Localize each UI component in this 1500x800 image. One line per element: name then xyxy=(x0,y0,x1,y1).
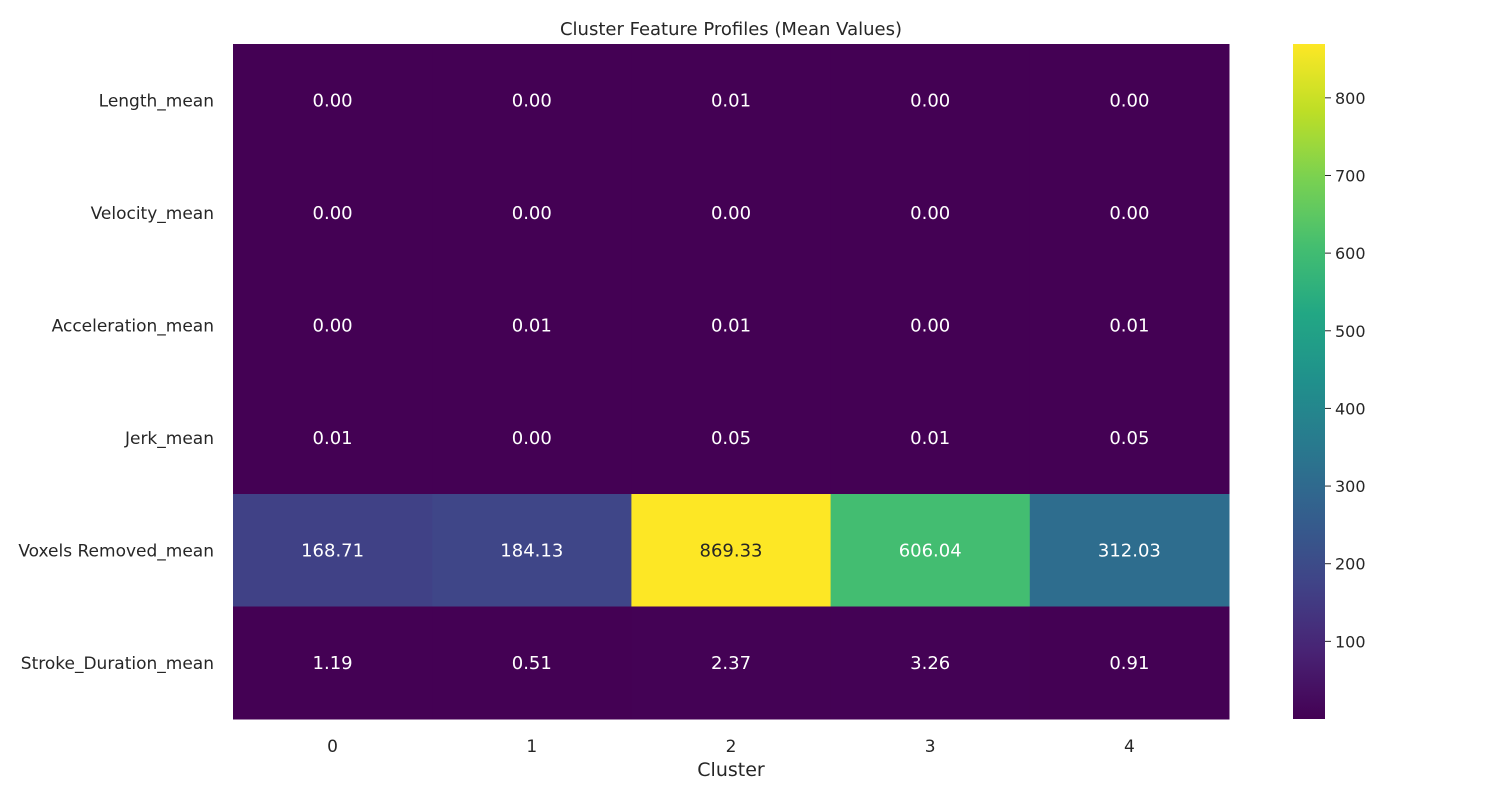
y-tick-label: Acceleration_mean xyxy=(52,316,214,336)
heatmap-cell xyxy=(233,269,433,382)
heatmap-cell xyxy=(432,156,632,270)
y-tick-label: Length_mean xyxy=(99,91,214,111)
cell-value-label: 312.03 xyxy=(1098,540,1161,561)
heatmap-cell xyxy=(1029,156,1230,270)
x-tick-label: 0 xyxy=(327,737,338,757)
cell-value-label: 168.71 xyxy=(301,540,364,561)
x-tick-label: 1 xyxy=(526,737,537,757)
cell-value-label: 0.01 xyxy=(711,90,751,111)
cell-value-label: 0.00 xyxy=(313,315,353,336)
heatmap-cell xyxy=(631,156,832,270)
heatmap-cell xyxy=(1029,269,1230,382)
x-tick-label: 4 xyxy=(1124,737,1135,757)
heatmap-cell xyxy=(830,381,1031,495)
heatmap-cell xyxy=(233,606,433,720)
heatmap-cell xyxy=(432,606,632,720)
x-tick-label: 2 xyxy=(726,737,737,757)
cell-value-label: 0.91 xyxy=(1109,653,1149,674)
heatmap-cell xyxy=(432,381,632,495)
heatmap-cell xyxy=(233,156,433,270)
colorbar-tick-label: 500 xyxy=(1335,322,1366,341)
cell-value-label: 3.26 xyxy=(910,653,950,674)
cell-value-label: 0.00 xyxy=(711,203,751,224)
cell-value-label: 0.00 xyxy=(1109,90,1149,111)
cell-value-label: 0.00 xyxy=(910,203,950,224)
colorbar-tick-label: 300 xyxy=(1335,477,1366,496)
heatmap-cell xyxy=(631,44,832,157)
y-tick-label: Jerk_mean xyxy=(124,429,214,449)
heatmap-cell xyxy=(830,606,1031,720)
cell-value-label: 0.51 xyxy=(512,653,552,674)
heatmap-cell xyxy=(631,494,832,607)
colorbar xyxy=(1293,44,1325,719)
cell-value-label: 0.00 xyxy=(512,90,552,111)
x-tick-labels: 0 1 2 3 4 xyxy=(327,737,1135,757)
colorbar-tick-label: 200 xyxy=(1335,555,1366,574)
cell-value-label: 1.19 xyxy=(313,653,353,674)
heatmap-cell xyxy=(631,269,832,382)
colorbar-tick-label: 600 xyxy=(1335,244,1366,263)
cell-value-label: 0.05 xyxy=(1109,428,1149,449)
heatmap-cell xyxy=(631,606,832,720)
heatmap-cell xyxy=(1029,494,1230,607)
cell-value-label: 606.04 xyxy=(899,540,962,561)
heatmap-cell xyxy=(1029,44,1230,157)
heatmap-cell xyxy=(432,269,632,382)
cell-value-label: 0.00 xyxy=(910,90,950,111)
x-axis-label: Cluster xyxy=(697,759,765,781)
y-tick-labels: Length_mean Velocity_mean Acceleration_mea… xyxy=(18,91,214,674)
heatmap-cell xyxy=(830,494,1031,607)
cell-value-label: 0.00 xyxy=(910,315,950,336)
cell-value-label: 0.00 xyxy=(313,203,353,224)
cell-value-label: 0.00 xyxy=(512,203,552,224)
heatmap-cells: 0.00 0.00 0.01 0.00 0.00 0.00 0.00 0.00 0.00 0.00… xyxy=(233,44,1230,720)
heatmap-cell xyxy=(432,44,632,157)
x-tick-label: 3 xyxy=(925,737,936,757)
cell-value-label: 0.01 xyxy=(910,428,950,449)
y-tick-label: Stroke_Duration_mean xyxy=(21,654,214,674)
heatmap-cell xyxy=(830,269,1031,382)
heatmap-cell xyxy=(1029,606,1230,720)
heatmap-cell xyxy=(233,44,433,157)
cell-value-label: 2.37 xyxy=(711,653,751,674)
cell-value-label: 0.01 xyxy=(512,315,552,336)
cell-value-label: 0.05 xyxy=(711,428,751,449)
heatmap-cell xyxy=(233,381,433,495)
cell-value-label: 0.00 xyxy=(1109,203,1149,224)
y-tick-label: Voxels Removed_mean xyxy=(18,541,214,561)
heatmap-cell xyxy=(631,381,832,495)
y-tick-label: Velocity_mean xyxy=(91,204,214,224)
cell-value-label: 0.00 xyxy=(313,90,353,111)
colorbar-tick-label: 100 xyxy=(1335,632,1366,651)
heatmap-cell xyxy=(830,44,1031,157)
colorbar-tick-label: 800 xyxy=(1335,89,1366,108)
colorbar-tick-label: 700 xyxy=(1335,166,1366,185)
heatmap-cell xyxy=(233,494,433,607)
colorbar-ticks: 100 200 300 400 500 600 700 800 xyxy=(1325,89,1366,651)
heatmap-cell xyxy=(1029,381,1230,495)
heatmap-cell xyxy=(830,156,1031,270)
chart-title: Cluster Feature Profiles (Mean Values) xyxy=(560,19,902,40)
cell-value-label: 869.33 xyxy=(700,540,763,561)
colorbar-tick-label: 400 xyxy=(1335,399,1366,418)
cell-value-label: 0.01 xyxy=(711,315,751,336)
cell-value-label: 0.01 xyxy=(1109,315,1149,336)
cell-value-label: 0.01 xyxy=(313,428,353,449)
cell-value-label: 184.13 xyxy=(500,540,563,561)
heatmap-cell xyxy=(432,494,632,607)
cell-value-label: 0.00 xyxy=(512,428,552,449)
